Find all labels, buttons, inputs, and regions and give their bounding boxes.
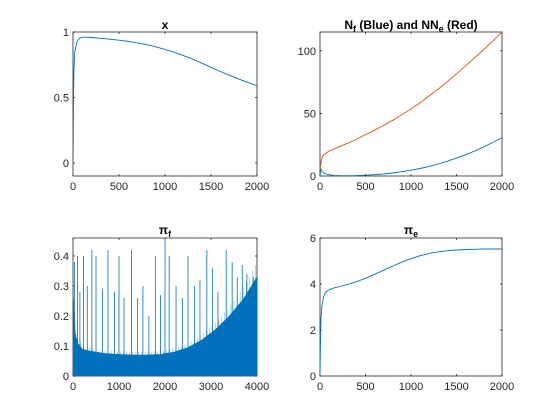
x-tick-label: 3000 <box>199 381 223 393</box>
x-axis: 0 500 1000 1500 2000 <box>317 238 514 393</box>
x-axis: 0 500 1000 1500 2000 <box>317 32 514 193</box>
plot-area <box>73 238 257 376</box>
axes-frame <box>319 237 503 377</box>
chart-title: Nf (Blue) and NNe (Red) <box>344 18 477 34</box>
y-tick-label: 6 <box>310 233 316 245</box>
y-tick-label: 1 <box>63 27 69 39</box>
y-tick-label: 0.2 <box>54 311 69 323</box>
y-tick-label: 50 <box>304 108 316 120</box>
chart-title: πf <box>159 223 172 239</box>
y-tick-label: 0 <box>310 171 316 183</box>
y-tick-label: 0 <box>63 371 69 383</box>
x-axis: 0 1000 2000 3000 4000 <box>70 238 269 393</box>
y-tick-label: 0 <box>63 158 69 170</box>
y-tick-label: 0 <box>310 371 316 383</box>
y-axis: 0 50 100 <box>298 46 502 183</box>
title-subscript: f <box>353 24 357 34</box>
series-line <box>320 248 502 376</box>
series-line <box>73 36 257 170</box>
x-tick-label: 1000 <box>107 381 131 393</box>
x-tick-label: 1000 <box>399 181 423 193</box>
plot-area <box>320 248 502 376</box>
x-tick-label: 1000 <box>399 381 423 393</box>
x-tick-label: 1000 <box>153 181 177 193</box>
x-tick-label: 0 <box>70 381 76 393</box>
title-subscript: e <box>413 229 418 239</box>
y-tick-label: 0.5 <box>54 92 69 104</box>
plot-area <box>320 32 502 176</box>
chart-title: x <box>162 18 169 32</box>
title-part: (Blue) and N <box>356 18 430 32</box>
y-tick-label: 100 <box>298 46 316 58</box>
title-part: N <box>344 18 353 32</box>
x-tick-label: 0 <box>70 181 76 193</box>
axes-frame <box>72 31 258 177</box>
x-tick-label: 500 <box>110 181 128 193</box>
x-tick-label: 1500 <box>444 381 468 393</box>
y-tick-label: 0.1 <box>54 341 69 353</box>
subplot-pi-f: πf 0 1000 2000 3000 4000 0 0.1 0.2 0.3 0.4 <box>54 223 270 393</box>
y-tick-label: 4 <box>310 279 316 291</box>
x-tick-label: 500 <box>356 381 374 393</box>
y-tick-label: 2 <box>310 325 316 337</box>
title-part: π <box>404 223 413 237</box>
x-tick-label: 2000 <box>490 381 514 393</box>
x-axis: 0 500 1000 1500 2000 <box>70 32 269 193</box>
x-tick-label: 4000 <box>245 381 269 393</box>
y-tick-label: 0.4 <box>54 251 69 263</box>
subplot-x: x 0 500 1000 1500 2000 00.51 <box>54 18 270 193</box>
title-part: N <box>430 18 439 32</box>
title-part: (Red) <box>444 18 478 32</box>
x-tick-label: 500 <box>356 181 374 193</box>
plot-area <box>73 36 257 170</box>
x-tick-label: 2000 <box>490 181 514 193</box>
x-tick-label: 0 <box>317 181 323 193</box>
y-axis: 0 0.1 0.2 0.3 0.4 <box>54 251 257 383</box>
y-axis: 00.51 <box>54 27 257 170</box>
series-line <box>320 32 502 176</box>
subplot-pi-e: πe 0 500 1000 1500 2000 0 2 4 6 <box>310 223 514 393</box>
x-tick-label: 2000 <box>245 181 269 193</box>
title-subscript: e <box>439 24 444 34</box>
series-line <box>320 137 502 176</box>
axes-frame <box>319 31 503 177</box>
x-tick-label: 1500 <box>444 181 468 193</box>
x-tick-label: 1500 <box>199 181 223 193</box>
title-part: π <box>159 223 168 237</box>
subplot-n: Nf (Blue) and NNe (Red) 0 500 1000 1500 2000… <box>298 18 515 193</box>
chart-title: πe <box>404 223 418 239</box>
title-subscript: f <box>168 229 172 239</box>
y-tick-label: 0.3 <box>54 281 69 293</box>
x-tick-label: 2000 <box>153 381 177 393</box>
x-tick-label: 0 <box>317 381 323 393</box>
